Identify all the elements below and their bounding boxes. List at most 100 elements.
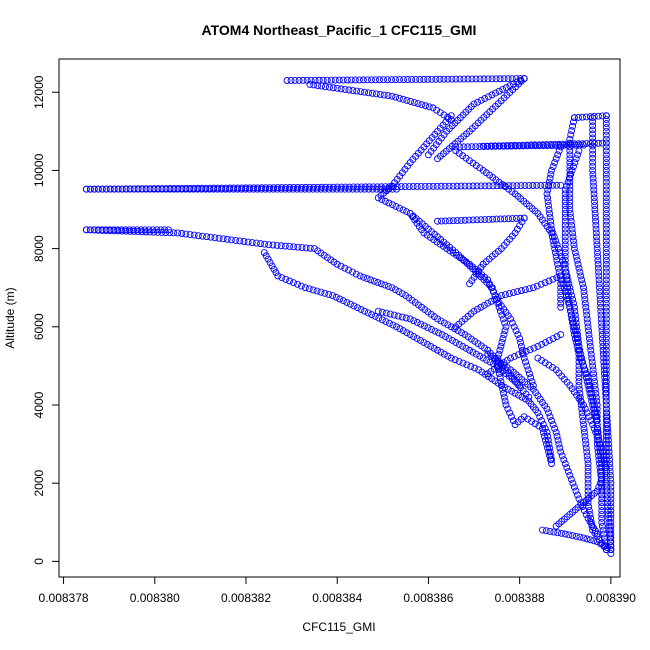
data-point [593, 530, 601, 538]
data-point [585, 378, 593, 385]
data-point [293, 185, 301, 193]
data-point [571, 335, 579, 342]
data-point [517, 287, 525, 295]
data-point [497, 342, 505, 350]
data-point [592, 225, 600, 233]
data-point [585, 413, 593, 421]
data-point [513, 78, 521, 86]
data-point [602, 127, 610, 135]
data-point [551, 159, 559, 167]
data-point [357, 185, 365, 193]
data-point [593, 237, 601, 245]
data-point [186, 185, 194, 193]
data-point [570, 241, 578, 249]
data-point [444, 113, 452, 121]
data-point [449, 182, 457, 190]
data-point [291, 76, 299, 84]
data-point [409, 183, 417, 190]
data-point [591, 202, 599, 210]
data-point [570, 163, 577, 170]
data-point [548, 417, 556, 425]
data-point [290, 279, 298, 287]
data-point [134, 228, 142, 236]
data-point [572, 155, 580, 163]
data-point [268, 262, 276, 270]
data-point [602, 163, 610, 170]
data-point [273, 185, 281, 193]
data-point [393, 185, 400, 193]
data-point [423, 340, 431, 348]
data-point [598, 518, 606, 526]
data-point [528, 142, 536, 150]
data-point [424, 324, 432, 332]
data-point [545, 277, 553, 285]
data-point [547, 452, 555, 460]
data-point [290, 243, 298, 251]
data-point [596, 288, 604, 296]
data-point [436, 109, 444, 117]
data-point [245, 185, 253, 193]
data-point [361, 307, 369, 315]
data-point [410, 333, 418, 341]
data-point [339, 76, 347, 84]
data-point [607, 546, 615, 554]
data-point [457, 182, 465, 190]
data-point [503, 142, 511, 150]
data-point [452, 147, 460, 155]
data-point [313, 287, 321, 295]
data-point [544, 432, 552, 440]
data-point [577, 272, 585, 280]
data-point [566, 166, 574, 174]
data-point [480, 75, 488, 83]
data-point [437, 348, 445, 356]
data-point [544, 194, 551, 202]
data-point [301, 185, 309, 193]
data-point [549, 229, 557, 237]
data-point [546, 444, 554, 452]
data-point [602, 252, 610, 260]
data-point [600, 362, 608, 370]
data-point [194, 232, 202, 240]
data-point [230, 185, 237, 193]
data-point [368, 76, 375, 84]
data-point [572, 252, 580, 260]
data-point [524, 366, 532, 374]
data-point [520, 214, 528, 222]
y-tick-label: 6000 [32, 313, 46, 340]
data-point [283, 77, 291, 84]
data-point [322, 83, 329, 91]
data-point [442, 333, 449, 341]
data-point [538, 417, 545, 425]
data-point [566, 163, 574, 170]
data-point [553, 432, 561, 440]
data-point [394, 312, 402, 320]
data-point [567, 307, 574, 315]
data-point [473, 182, 481, 190]
data-point [602, 143, 610, 151]
x-tick-label: 0.008380 [130, 591, 180, 605]
data-point [462, 154, 470, 162]
data-point [576, 393, 584, 401]
data-point [533, 282, 541, 290]
data-point [369, 185, 377, 193]
data-point [568, 292, 576, 299]
data-point [594, 260, 602, 268]
data-point [582, 444, 590, 452]
data-point [592, 428, 600, 436]
data-point [602, 182, 610, 190]
data-point [440, 350, 448, 358]
data-point [174, 229, 182, 237]
series-0 [283, 75, 528, 190]
data-point [472, 143, 480, 151]
data-point [565, 174, 573, 182]
data-point [598, 471, 606, 479]
data-point [546, 527, 554, 535]
data-point [598, 112, 606, 120]
data-point [582, 303, 590, 311]
data-point [333, 260, 341, 268]
data-point [456, 75, 464, 83]
data-point [424, 75, 432, 83]
data-point [602, 135, 610, 143]
data-point [602, 237, 610, 245]
data-point [325, 290, 333, 298]
